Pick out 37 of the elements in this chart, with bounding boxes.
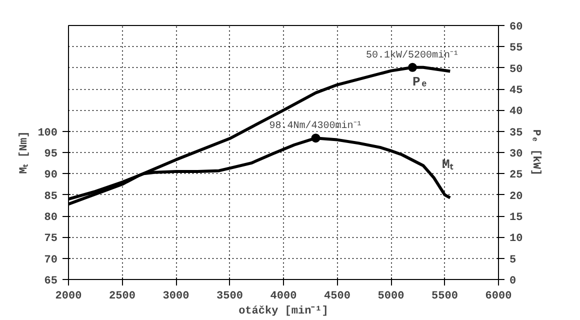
y2-tick-label: 0 <box>510 276 516 288</box>
y-axis-title: Mₜ [Nm] <box>18 131 31 174</box>
series-label: Pₑ <box>412 74 428 90</box>
y2-tick-label: 20 <box>510 190 523 203</box>
y2-tick-label: 35 <box>510 127 524 140</box>
y-tick-label: 95 <box>44 148 58 160</box>
y2-tick-label: 60 <box>510 22 523 34</box>
y2-tick-label: 5 <box>510 254 516 266</box>
y-tick-label: 70 <box>44 254 58 266</box>
x-tick-label: 3000 <box>162 290 190 302</box>
x-tick-label: 6000 <box>485 290 512 302</box>
x-axis-title: otáčky [min⁻¹] <box>238 306 328 318</box>
y-tick-label: 100 <box>38 127 58 140</box>
y-tick-label: 65 <box>44 276 58 288</box>
x-tick-label: 2000 <box>55 290 82 302</box>
annotation: 50.1kW/5200min⁻¹ <box>366 49 460 62</box>
y2-tick-label: 40 <box>510 106 523 118</box>
y2-tick-label: 15 <box>510 212 524 224</box>
y2-tick-label: 10 <box>510 233 523 246</box>
x-tick-label: 4000 <box>270 290 297 302</box>
y-tick-label: 75 <box>44 233 58 246</box>
y2-axis-title: Pₑ [kW] <box>530 129 542 176</box>
y-tick-label: 85 <box>44 190 58 203</box>
y-tick-label: 90 <box>44 170 58 182</box>
series-label: Mₜ <box>442 156 454 172</box>
y2-tick-label: 45 <box>510 85 524 97</box>
x-tick-label: 5500 <box>432 290 458 302</box>
x-tick-label: 2500 <box>109 290 136 302</box>
y2-tick-label: 30 <box>510 148 523 160</box>
x-tick-label: 3500 <box>216 290 243 302</box>
y2-tick-label: 55 <box>510 42 524 55</box>
annotation: 98.4Nm/4300min⁻¹ <box>269 120 362 132</box>
y2-tick-label: 50 <box>510 64 523 76</box>
x-tick-label: 4500 <box>324 290 350 302</box>
y2-tick-label: 25 <box>510 170 524 182</box>
y-tick-label: 80 <box>44 212 58 224</box>
x-tick-label: 5000 <box>378 290 404 302</box>
